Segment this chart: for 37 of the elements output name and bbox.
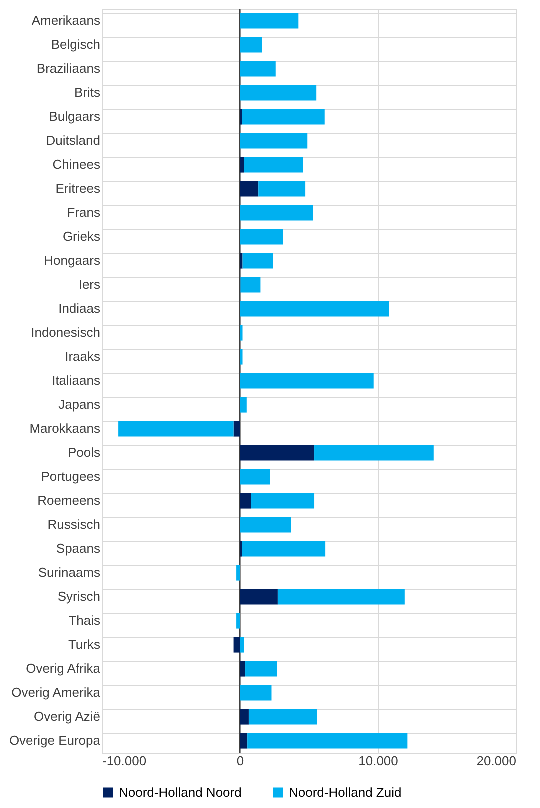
y-tick-label: Eritrees (56, 181, 101, 196)
x-tick-label: 10.000 (358, 754, 398, 768)
legend-label: Noord-Holland Noord (119, 784, 242, 800)
y-tick-label: Russisch (48, 517, 100, 532)
y-tick-label: Overig Azië (34, 709, 100, 724)
y-tick-label: Duitsland (46, 133, 100, 148)
y-tick-label: Iraaks (65, 349, 101, 364)
y-tick-label: Iers (78, 277, 101, 292)
x-tick-label: 20.000 (476, 754, 516, 768)
y-tick-label: Bulgaars (49, 109, 101, 124)
y-tick-label: Marokkaans (30, 421, 101, 436)
x-tick-label: -10.000 (102, 754, 147, 768)
y-tick-label: Syrisch (58, 589, 100, 604)
y-tick-label: Braziliaans (36, 61, 101, 76)
y-tick-label: Indonesisch (31, 325, 100, 340)
y-tick-label: Hongaars (44, 253, 101, 268)
y-tick-label: Amerikaans (32, 13, 101, 28)
y-tick-label: Pools (68, 445, 101, 460)
y-tick-label: Spaans (56, 541, 101, 556)
y-tick-label: Italiaans (52, 373, 101, 388)
y-tick-label: Roemeens (38, 493, 101, 508)
y-tick-label: Belgisch (51, 37, 100, 52)
y-tick-label: Portugees (41, 469, 101, 484)
y-tick-label: Japans (58, 397, 101, 412)
y-tick-label: Grieks (62, 229, 101, 244)
y-tick-label: Frans (67, 205, 101, 220)
x-tick-label: 0 (236, 754, 244, 768)
y-tick-label: Turks (68, 637, 101, 652)
y-tick-label: Indiaas (58, 301, 101, 316)
y-tick-label: Thais (68, 613, 101, 628)
y-tick-label: Surinaams (38, 565, 101, 580)
y-tick-label: Overig Afrika (26, 661, 102, 676)
legend-label: Noord-Holland Zuid (289, 784, 402, 800)
y-tick-label: Overig Amerika (12, 685, 102, 700)
y-tick-label: Chinees (52, 157, 101, 172)
y-tick-label: Overige Europa (9, 733, 102, 748)
y-tick-label: Brits (74, 85, 101, 100)
